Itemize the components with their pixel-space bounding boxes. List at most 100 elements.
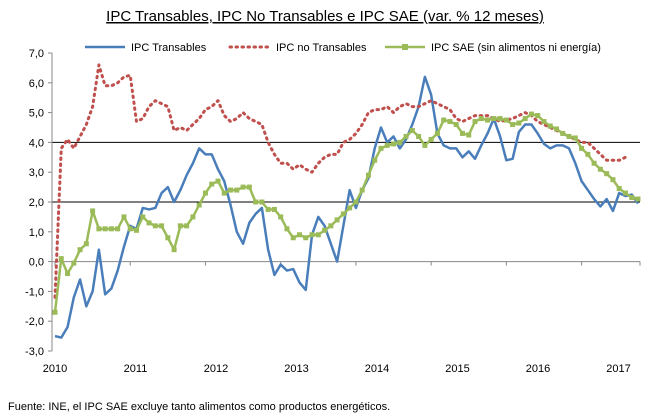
data-point bbox=[347, 205, 353, 211]
data-point bbox=[403, 133, 409, 139]
data-point bbox=[253, 199, 259, 205]
data-point bbox=[466, 132, 472, 138]
data-point bbox=[560, 130, 566, 136]
x-tick-label: 2010 bbox=[43, 363, 67, 375]
data-point bbox=[58, 256, 64, 262]
data-point bbox=[309, 232, 315, 238]
data-point bbox=[133, 227, 139, 233]
data-point bbox=[434, 130, 440, 136]
data-point bbox=[591, 160, 597, 166]
data-point bbox=[497, 116, 503, 122]
legend-label: IPC SAE (sin alimentos ni energía) bbox=[431, 42, 601, 54]
x-tick-label: 2015 bbox=[445, 363, 469, 375]
legend-item-sae: IPC SAE (sin alimentos ni energía) bbox=[385, 42, 601, 54]
legend-label: IPC no Transables bbox=[276, 42, 367, 54]
data-point bbox=[234, 187, 240, 193]
data-point bbox=[184, 223, 190, 229]
data-point bbox=[585, 151, 591, 157]
series-line bbox=[53, 112, 639, 313]
data-point bbox=[159, 223, 165, 229]
data-point bbox=[554, 126, 560, 132]
data-point bbox=[535, 113, 541, 119]
x-tick-label: 2012 bbox=[204, 363, 228, 375]
x-tick-label: 2016 bbox=[526, 363, 550, 375]
data-point bbox=[365, 172, 371, 178]
data-point bbox=[384, 142, 390, 148]
source-note: Fuente: INE, el IPC SAE excluye tanto al… bbox=[8, 401, 390, 413]
y-tick-label: 1,0 bbox=[29, 227, 44, 239]
data-point bbox=[372, 157, 378, 163]
y-tick-label: 7,0 bbox=[29, 48, 44, 60]
data-point bbox=[510, 122, 516, 128]
data-point bbox=[622, 190, 628, 196]
data-point bbox=[108, 226, 114, 232]
data-point bbox=[528, 111, 534, 117]
data-point bbox=[579, 145, 585, 151]
data-point bbox=[240, 184, 246, 190]
y-tick-label: 0,0 bbox=[29, 257, 44, 269]
data-point bbox=[278, 214, 284, 220]
data-point bbox=[221, 190, 227, 196]
data-point bbox=[397, 139, 403, 145]
series-line bbox=[53, 63, 627, 299]
data-point bbox=[96, 226, 102, 232]
data-point bbox=[228, 187, 234, 193]
data-point bbox=[259, 199, 265, 205]
data-point bbox=[472, 119, 478, 125]
series-sae bbox=[52, 111, 641, 315]
data-point bbox=[290, 235, 296, 241]
gridlines bbox=[52, 141, 640, 203]
data-point bbox=[422, 142, 428, 148]
data-point bbox=[478, 116, 484, 122]
legend-item-transables: IPC Transables bbox=[85, 42, 207, 54]
data-point bbox=[409, 127, 415, 133]
series-line bbox=[54, 75, 640, 339]
data-point bbox=[202, 190, 208, 196]
y-tick-label: 5,0 bbox=[29, 108, 44, 120]
x-tick-label: 2017 bbox=[606, 363, 630, 375]
data-point bbox=[271, 206, 277, 212]
y-tick-label: -2,0 bbox=[25, 316, 44, 328]
x-tick-label: 2011 bbox=[124, 363, 148, 375]
data-point bbox=[246, 184, 252, 190]
data-point bbox=[334, 217, 340, 223]
data-point bbox=[441, 117, 447, 123]
data-point bbox=[491, 116, 497, 122]
legend: IPC Transables IPC no Transables IPC SAE (… bbox=[85, 42, 601, 54]
data-point bbox=[428, 136, 434, 142]
data-point bbox=[190, 214, 196, 220]
data-point bbox=[315, 232, 321, 238]
data-point bbox=[610, 177, 616, 183]
data-point bbox=[146, 220, 152, 226]
data-point bbox=[52, 309, 58, 315]
data-point bbox=[284, 226, 290, 232]
data-point bbox=[522, 116, 528, 122]
data-point bbox=[485, 117, 491, 123]
data-point bbox=[459, 130, 465, 136]
data-point bbox=[127, 226, 133, 232]
data-point bbox=[453, 122, 459, 128]
data-point bbox=[572, 135, 578, 141]
data-point bbox=[177, 223, 183, 229]
data-point bbox=[77, 247, 83, 253]
series-transables bbox=[54, 75, 640, 339]
data-point bbox=[196, 202, 202, 208]
axes: -3,0 -2,0 -1,0 0,0 1,0 2,0 3,0 4,0 5,0 6,0 7,0 2010… bbox=[25, 48, 641, 375]
data-point bbox=[516, 120, 522, 126]
series-group bbox=[52, 63, 641, 339]
data-point bbox=[629, 195, 635, 201]
x-tick-label: 2013 bbox=[284, 363, 308, 375]
data-point bbox=[171, 247, 177, 253]
data-point bbox=[391, 141, 397, 147]
data-point bbox=[503, 117, 509, 123]
data-point bbox=[604, 171, 610, 177]
data-point bbox=[83, 241, 89, 247]
y-tick-label: 3,0 bbox=[29, 167, 44, 179]
y-tick-label: -1,0 bbox=[25, 286, 44, 298]
data-point bbox=[353, 199, 359, 205]
y-tick-label: -3,0 bbox=[25, 346, 44, 358]
legend-item-no_transables: IPC no Transables bbox=[228, 42, 367, 54]
data-point bbox=[296, 232, 302, 238]
data-point bbox=[541, 119, 547, 125]
